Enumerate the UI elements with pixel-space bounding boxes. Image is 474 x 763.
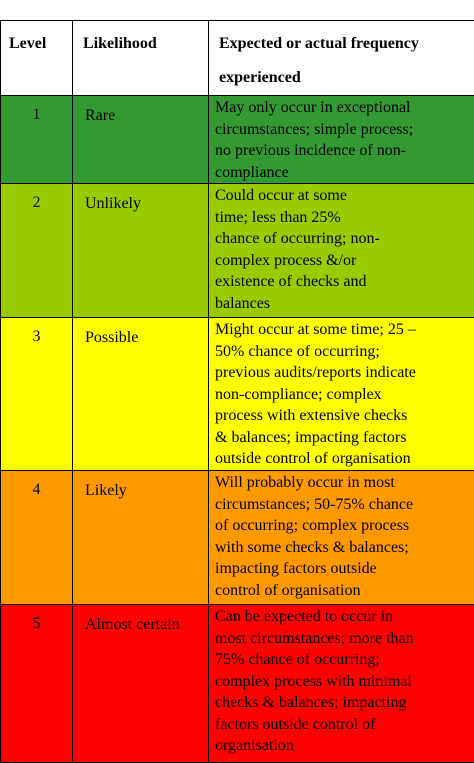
level-cell: 3: [1, 318, 73, 471]
description-line: factors outside control of: [215, 714, 472, 736]
level-cell: 4: [1, 471, 73, 605]
likelihood-text: Unlikely: [85, 194, 200, 214]
description-line: circumstances; simple process;: [215, 119, 472, 141]
description-line: existence of checks and: [215, 271, 472, 293]
likelihood-text: Possible: [85, 328, 200, 348]
description-line: complex process &/or: [215, 250, 472, 272]
description-line: May only occur in exceptional: [215, 97, 472, 119]
description-line: Will probably occur in most: [215, 472, 472, 494]
header-cell: Likelihood: [73, 21, 209, 96]
description-line: 75% chance of occurring;: [215, 649, 472, 671]
level-cell: 1: [1, 96, 73, 184]
level-cell: 2: [1, 184, 73, 318]
table-row: 5 Almost certain Can be expected to occur …: [1, 605, 474, 763]
description-line: compliance: [215, 162, 472, 184]
description-line: circumstances; 50-75% chance: [215, 494, 472, 516]
description-line: & balances; impacting factors: [215, 427, 472, 449]
description-line: chance of occurring; non-: [215, 228, 472, 250]
description-line: complex process with minimal: [215, 671, 472, 693]
description-line: Can be expected to occur in: [215, 606, 472, 628]
description-line: balances: [215, 293, 472, 315]
header-row: Level Likelihood Expected or actual freq…: [1, 21, 474, 96]
likelihood-cell: Almost certain: [73, 605, 209, 763]
description-line: outside control of organisation: [215, 448, 472, 470]
description-line: time; less than 25%: [215, 207, 472, 229]
description-line: 50% chance of occurring;: [215, 341, 472, 363]
description-line: control of organisation: [215, 580, 472, 602]
likelihood-cell: Likely: [73, 471, 209, 605]
likelihood-table: Level Likelihood Expected or actual freq…: [0, 20, 474, 763]
description-line: organisation: [215, 735, 472, 757]
description-line: of occurring; complex process: [215, 515, 472, 537]
likelihood-text: Likely: [85, 481, 200, 501]
header-cell: Expected or actual frequency experienced: [209, 21, 474, 96]
description-line: with some checks & balances;: [215, 537, 472, 559]
likelihood-cell: Unlikely: [73, 184, 209, 318]
likelihood-text: Rare: [85, 106, 200, 126]
description-line: Might occur at some time; 25 –: [215, 319, 472, 341]
description-line: impacting factors outside: [215, 558, 472, 580]
description-line: non-compliance; complex: [215, 384, 472, 406]
description-line: Could occur at some: [215, 185, 472, 207]
level-cell: 5: [1, 605, 73, 763]
likelihood-cell: Possible: [73, 318, 209, 471]
description-line: most circumstances; more than: [215, 628, 472, 650]
header-cell: Level: [1, 21, 73, 96]
likelihood-cell: Rare: [73, 96, 209, 184]
table-row: 3 Possible Might occur at some time; 25 –5…: [1, 318, 474, 471]
description-line: process with extensive checks: [215, 405, 472, 427]
description-cell: Might occur at some time; 25 –50% chance…: [209, 318, 474, 471]
description-line: previous audits/reports indicate: [215, 362, 472, 384]
description-line: checks & balances; impacting: [215, 692, 472, 714]
description-line: no previous incidence of non-: [215, 140, 472, 162]
likelihood-text: Almost certain: [85, 615, 200, 635]
